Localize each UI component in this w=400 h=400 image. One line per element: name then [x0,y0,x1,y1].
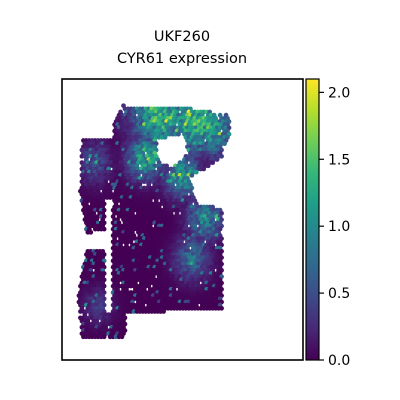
spot [219,305,224,311]
spot [210,160,216,166]
spot [176,131,181,137]
colorbar-tick-label-2: 1.0 [328,219,350,235]
colorbar-ticks: 0.0 0.5 1.0 1.5 2.0 [319,85,350,369]
colorbar [306,79,319,360]
spot [101,334,107,340]
plot-frame [61,78,304,361]
spot [101,226,107,232]
colorbar-tick-label-4: 2.0 [328,85,350,101]
spot [219,153,224,159]
spot [88,229,94,235]
spot [161,309,166,314]
spot [222,141,227,147]
spot [189,172,195,178]
spot [119,334,125,340]
spot [214,157,220,162]
colorbar-frame [305,78,320,361]
colorbar-tick-label-0: 0.0 [328,353,350,369]
spot [205,163,211,169]
spot [162,134,168,140]
chart-title-line-2: CYR61 expression [117,51,247,67]
spot [201,166,207,172]
chart-title-line-1: UKF260 [154,29,210,45]
colorbar-tick-label-3: 1.5 [328,152,350,168]
spot [193,169,199,175]
colorbar-tick-label-1: 0.5 [328,286,350,302]
spots-layer [76,103,232,340]
